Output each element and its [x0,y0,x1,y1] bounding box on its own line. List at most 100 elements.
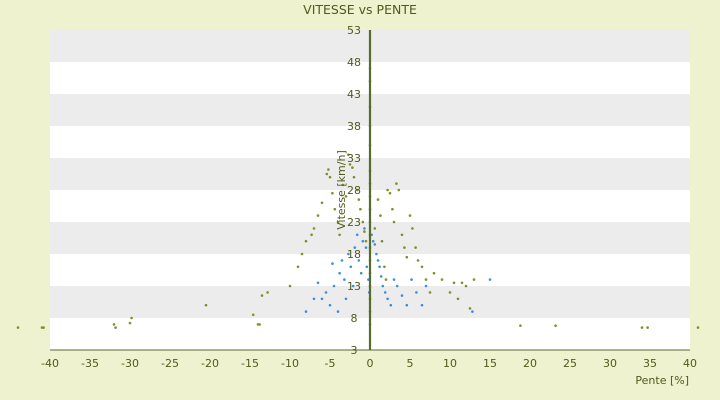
data-point-series-1 [338,233,341,237]
y-tick-label: 3 [351,344,358,357]
data-point-series-1 [336,220,340,224]
data-point-series-1 [251,313,255,317]
data-point-series-2 [392,278,396,281]
x-tick-label: 5 [407,357,414,370]
x-tick-label: -35 [81,357,99,370]
x-tick-labels: -40 -35 -30 -25 -20 -15 -10 -5 0 5 10 15 20 25 30 35 40 [41,357,697,370]
data-point-series-1 [384,278,388,281]
y-tick-label: 33 [347,152,361,165]
data-point-series-2 [415,291,418,294]
data-point-series-1 [344,195,348,198]
y-tick-label: 38 [347,120,361,133]
data-point-series-1 [472,278,476,281]
data-point-series-1 [391,207,394,211]
data-point-series-1 [424,278,428,281]
data-point-series-2 [381,284,385,288]
data-point-series-2 [361,239,365,243]
data-point-series-2 [395,284,399,288]
x-tick-label: -20 [201,357,219,370]
y-tick-label: 18 [347,248,361,261]
data-point-series-2 [328,303,332,307]
data-point-series-1 [348,163,352,166]
data-point-series-1 [416,259,420,262]
data-point-series-2 [383,291,387,294]
data-point-series-1 [386,188,389,192]
data-point-series-1 [351,166,354,169]
data-point-series-1 [519,324,522,327]
data-point-series-1 [333,207,337,211]
data-point-series-1 [357,198,361,201]
y-tick-label: 53 [347,24,361,37]
data-point-series-1 [130,316,133,320]
data-point-series-1 [341,183,345,187]
data-point-series-2 [340,259,344,262]
data-point-series-1 [363,230,366,233]
x-tick-label: -25 [161,357,179,370]
data-point-series-1 [355,188,359,192]
data-point-series-1 [456,297,460,301]
data-point-series-2 [355,233,359,237]
data-point-series-2 [373,243,377,246]
data-point-series-2 [338,271,341,275]
data-point-series-1 [327,168,330,171]
data-point-series-2 [363,227,366,230]
data-point-series-1 [42,326,45,329]
data-point-series-2 [324,291,328,294]
x-tick-label: 10 [443,357,457,370]
data-point-series-2 [336,310,340,313]
data-point-series-1 [452,281,456,285]
data-point-series-2 [343,278,346,281]
data-point-series-2 [349,265,353,269]
x-tick-label: -30 [121,357,139,370]
data-point-series-1 [310,233,313,237]
y-tick-label: 23 [347,216,361,229]
data-point-series-1 [316,214,320,217]
data-point-series-1 [266,291,269,294]
data-point-series-1 [304,239,308,243]
data-point-series-1 [403,246,406,249]
data-point-series-1 [392,220,396,224]
data-point-series-1 [312,227,316,230]
data-point-series-1 [448,291,452,294]
data-point-series-1 [373,227,377,230]
data-point-series-2 [353,246,357,249]
data-point-series-2 [410,278,413,281]
axes [50,30,690,351]
data-point-series-2 [389,303,393,307]
data-point-series-1 [361,220,365,224]
data-point-series-1 [408,214,412,217]
x-tick-label: 15 [483,357,497,370]
data-point-series-2 [420,303,424,307]
data-point-series-1 [400,233,404,237]
data-point-series-1 [428,291,432,294]
data-point-series-1 [112,323,116,326]
x-tick-label: 30 [603,357,617,370]
y-tick-label: 13 [347,280,361,293]
data-point-series-1 [388,191,392,195]
data-point-series-1 [411,227,414,230]
data-point-series-1 [376,198,380,201]
data-point-series-2 [320,297,324,301]
data-point-series-2 [316,281,320,285]
data-point-series-2 [365,265,369,269]
x-tick-label: 40 [683,357,697,370]
data-point-series-1 [420,265,424,269]
data-point-series-1 [300,252,304,256]
data-point-series-1 [432,271,436,275]
data-point-series-1 [331,191,334,195]
data-point-series-2 [304,310,308,313]
x-axis-title: Pente [%] [635,374,689,387]
data-point-series-2 [376,259,380,262]
y-tick-label: 48 [347,56,361,69]
data-point-series-1 [554,324,557,327]
data-point-series-2 [351,284,355,288]
data-point-series-1 [359,207,362,211]
data-point-series-1 [325,172,329,176]
data-point-series-1 [414,246,417,249]
data-point-series-2 [344,297,348,301]
x-tick-label: 20 [523,357,537,370]
data-point-series-1 [258,323,261,326]
data-point-series-1 [328,175,332,179]
